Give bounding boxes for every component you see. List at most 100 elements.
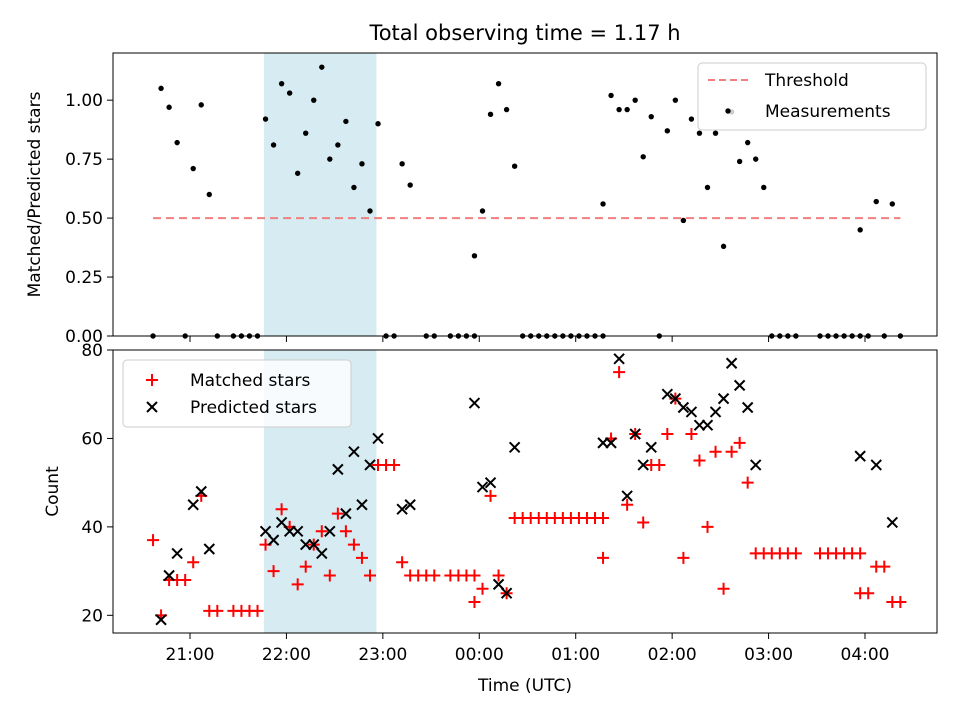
predicted-stars-point <box>332 463 344 476</box>
predicted-stars-point <box>340 507 352 520</box>
count-legend-box <box>122 359 352 428</box>
matched-stars-point <box>693 454 706 467</box>
predicted-stars-point <box>677 401 690 414</box>
count-ytick-label: 40 <box>81 518 103 538</box>
matched-stars-point <box>388 458 401 471</box>
ratio-x-axis-ticks <box>189 336 866 342</box>
matched-stars-point <box>347 538 360 551</box>
matched-stars-point <box>492 569 505 582</box>
measurement-point <box>351 184 357 191</box>
count-ytick-label: 20 <box>81 606 103 626</box>
measurement-point <box>166 104 172 110</box>
matched-stars-point <box>211 604 224 617</box>
ratio-ytick-label: 1.00 <box>65 91 103 111</box>
predicted-stars-point <box>870 459 882 471</box>
matched-stars-point <box>661 428 674 441</box>
predicted-stars-point <box>195 485 207 498</box>
measurement-point <box>857 227 863 233</box>
measurement-point <box>158 85 164 92</box>
measurement-point <box>648 113 654 120</box>
measurement-point <box>174 139 180 146</box>
matched-stars-point <box>476 582 489 595</box>
measurement-point <box>479 208 486 214</box>
measurement-point <box>696 130 703 136</box>
xtick-label: 00:00 <box>455 645 504 665</box>
matched-stars-point <box>315 525 328 538</box>
measurement-point <box>198 102 204 108</box>
matched-stars-point <box>701 520 714 533</box>
measurement-point <box>720 243 727 250</box>
measurement-point <box>704 184 711 191</box>
measurements-legend-swatch <box>725 108 731 114</box>
count-y-axis-ticks: 20 40 60 80 <box>81 341 113 626</box>
predicted-stars-point <box>701 419 714 431</box>
matched-stars-point <box>733 436 746 449</box>
matched-stars-point <box>331 507 344 520</box>
xtick-label: 03:00 <box>744 645 793 665</box>
matched-stars-point <box>428 569 441 582</box>
matched-stars-point <box>275 503 288 516</box>
measurement-point <box>503 106 510 113</box>
count-data-layer <box>147 353 907 626</box>
x-axis-label: Time (UTC) <box>477 676 572 696</box>
predicted-stars-point <box>203 543 215 555</box>
matched-stars-point <box>396 556 409 569</box>
predicted-stars-point <box>637 459 649 471</box>
measurement-point <box>190 165 196 172</box>
matched-stars-point <box>484 489 497 502</box>
measurement-point <box>672 97 679 103</box>
measurement-point <box>407 182 413 188</box>
measurement-point <box>399 161 405 167</box>
measurement-point <box>873 198 879 205</box>
matched-stars-point <box>179 573 192 586</box>
predicted-stars-point <box>669 392 682 405</box>
matched-stars-point <box>613 366 626 379</box>
predicted-stars-point <box>854 450 866 462</box>
matched-stars-point <box>147 534 160 547</box>
measurement-point <box>471 253 478 259</box>
predicted-stars-point <box>685 406 698 418</box>
xtick-label: 22:00 <box>262 645 311 665</box>
matched-stars-point <box>717 582 730 595</box>
predicted-stars-point <box>621 490 633 502</box>
predicted-stars-point <box>500 587 513 599</box>
count-x-axis-ticks: 21:00 22:00 23:00 00:00 01:00 02:00 03:00 04:00 <box>166 633 890 665</box>
ratio-data-layer <box>150 64 904 339</box>
matched-stars-point <box>187 556 200 569</box>
count-y-axis-label: Count <box>43 466 63 517</box>
matched-legend-label: Matched stars <box>190 371 310 391</box>
measurement-point <box>624 106 630 113</box>
measurement-point <box>487 111 494 118</box>
matched-stars-point <box>597 551 610 564</box>
measurement-point <box>680 217 687 224</box>
count-legend: Matched stars Predicted stars <box>122 359 352 428</box>
matched-stars-point <box>597 512 610 525</box>
measurement-point <box>262 116 269 122</box>
predicted-stars-point <box>155 614 167 626</box>
ratio-ytick-label: 0.75 <box>65 150 103 170</box>
count-plot-frame <box>112 349 938 634</box>
ratio-ytick-label: 0.50 <box>65 209 103 229</box>
matched-stars-point <box>709 445 722 458</box>
predicted-stars-point <box>171 547 183 560</box>
chart-title: Total observing time = 1.17 h <box>368 21 680 45</box>
matched-stars-point <box>677 551 690 564</box>
ratio-y-axis-ticks: 0.00 0.25 0.50 0.75 1.00 <box>65 91 113 347</box>
matched-stars-point <box>621 498 634 511</box>
measurement-point <box>359 161 365 167</box>
matched-stars-point <box>862 587 875 600</box>
ratio-y-axis-label: Matched/Predicted stars <box>25 91 45 297</box>
matched-stars-point <box>355 551 368 564</box>
measurement-point <box>600 201 606 207</box>
matched-stars-point <box>637 516 650 529</box>
predicted-stars-point <box>717 392 730 405</box>
measurement-point <box>270 142 277 148</box>
measurement-point <box>640 154 646 160</box>
predicted-legend-swatch <box>146 401 158 413</box>
xtick-label: 04:00 <box>841 645 890 665</box>
measurement-point <box>206 191 212 198</box>
predicted-stars-point <box>275 516 288 529</box>
matched-stars-point <box>894 596 907 609</box>
matched-stars-point <box>741 476 754 489</box>
